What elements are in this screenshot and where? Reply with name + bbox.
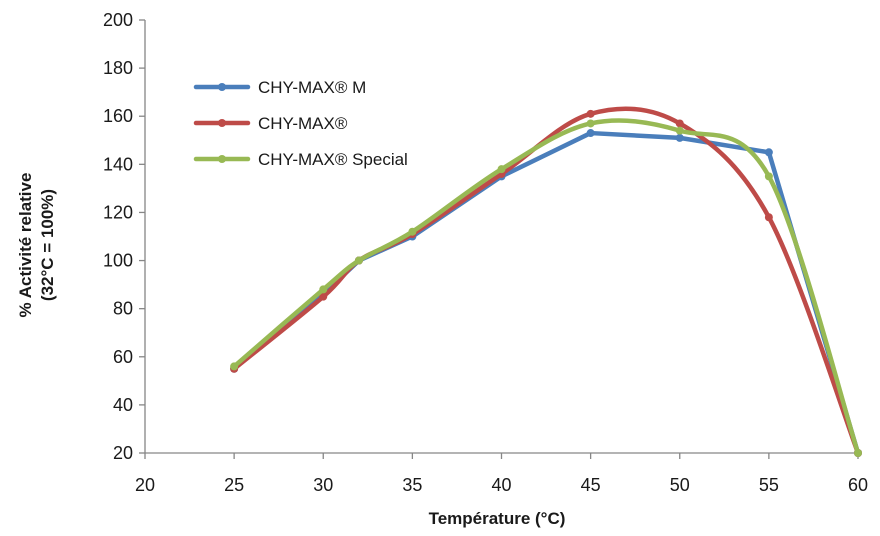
legend-label: CHY-MAX® (258, 114, 348, 133)
y-tick-label: 20 (113, 443, 133, 463)
data-point (497, 165, 506, 174)
legend-marker (218, 119, 226, 127)
y-tick-label: 80 (113, 299, 133, 319)
x-tick-label: 35 (402, 475, 422, 495)
data-point (675, 126, 684, 135)
data-point (675, 119, 684, 128)
y-tick-label: 100 (103, 251, 133, 271)
legend: CHY-MAX® M CHY-MAX® CHY-MAX® Special (193, 78, 408, 169)
y-tick-label: 200 (103, 10, 133, 30)
series-lines (230, 106, 862, 457)
legend-marker (218, 155, 226, 163)
y-tick-label: 160 (103, 106, 133, 126)
data-point (675, 133, 684, 142)
legend-label: CHY-MAX® Special (258, 150, 408, 169)
x-tick-label: 50 (670, 475, 690, 495)
data-point (586, 119, 595, 128)
data-point (764, 148, 773, 157)
legend-marker (218, 83, 226, 91)
axes: 20 40 60 80 100 120 140 160 180 200 20 25 30 35 40 45 50… (103, 10, 868, 495)
y-tick-label: 180 (103, 58, 133, 78)
y-tick-label: 60 (113, 347, 133, 367)
y-tick-label: 140 (103, 154, 133, 174)
y-axis-title-line2: (32°C = 100%) (38, 189, 57, 301)
data-point (586, 129, 595, 138)
data-point (230, 362, 239, 371)
data-point (854, 449, 862, 457)
data-point (319, 292, 328, 301)
series-3 (230, 118, 862, 457)
data-point (764, 213, 773, 222)
data-point (319, 285, 328, 294)
x-tick-label: 60 (848, 475, 868, 495)
x-tick-label: 55 (759, 475, 779, 495)
x-tick-label: 30 (313, 475, 333, 495)
legend-label: CHY-MAX® M (258, 78, 366, 97)
y-tick-label: 120 (103, 202, 133, 222)
data-point (586, 109, 595, 118)
x-tick-label: 40 (491, 475, 511, 495)
data-point (764, 172, 773, 181)
series-line (231, 118, 861, 456)
y-axis-title-line1: % Activité relative (16, 173, 35, 318)
data-point (354, 256, 363, 265)
data-point (408, 227, 417, 236)
x-tick-label: 45 (581, 475, 601, 495)
x-axis-title: Température (°C) (429, 509, 566, 528)
x-tick-label: 20 (135, 475, 155, 495)
y-tick-label: 40 (113, 395, 133, 415)
x-tick-label: 25 (224, 475, 244, 495)
